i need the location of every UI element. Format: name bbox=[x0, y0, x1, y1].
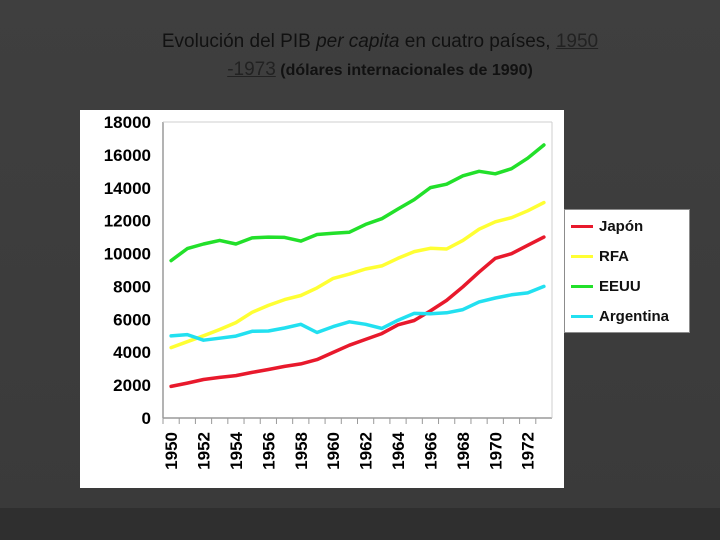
chart-axes bbox=[162, 121, 553, 424]
title-subtitle: (dólares internacionales de 1990) bbox=[275, 62, 533, 79]
x-tick-label: 1958 bbox=[292, 432, 311, 470]
y-tick-label: 12000 bbox=[104, 212, 151, 231]
chart-legend: Japón RFA EEUU Argentina bbox=[564, 209, 690, 333]
legend-swatch bbox=[571, 284, 593, 288]
x-tick-label: 1964 bbox=[389, 431, 408, 469]
x-tick-label: 1968 bbox=[454, 432, 473, 470]
x-tick-label: 1972 bbox=[519, 432, 538, 470]
y-tick-label: 4000 bbox=[113, 343, 151, 362]
x-tick-label: 1960 bbox=[324, 432, 343, 470]
y-tick-label: 8000 bbox=[113, 277, 151, 296]
chart-panel: 0 2000 4000 6000 8000 10000 12000 14000 16000 180… bbox=[80, 110, 564, 488]
legend-item: Japón bbox=[571, 214, 643, 238]
x-tick-label: 1956 bbox=[259, 432, 278, 470]
title-text-start: Evolución del PIB bbox=[161, 31, 317, 52]
legend-swatch bbox=[571, 314, 593, 318]
x-tick-label: 1950 bbox=[162, 432, 181, 470]
title-year-start[interactable]: 1950 bbox=[555, 31, 599, 52]
legend-label: RFA bbox=[599, 247, 629, 265]
y-tick-label: 16000 bbox=[104, 146, 151, 165]
x-tick-label: 1966 bbox=[421, 432, 440, 470]
y-tick-label: 2000 bbox=[113, 376, 151, 395]
series-line-rfa bbox=[169, 200, 546, 350]
title-line-2: -1973 (dólares internacionales de 1990) bbox=[70, 56, 690, 85]
legend-item: Argentina bbox=[571, 304, 669, 328]
y-tick-label: 18000 bbox=[104, 113, 151, 132]
title-text-middle: en cuatro países, bbox=[399, 31, 556, 52]
legend-item: EEUU bbox=[571, 274, 641, 298]
x-tick-label: 1970 bbox=[486, 432, 505, 470]
x-tick-label: 1952 bbox=[195, 432, 214, 470]
slide-title: Evolución del PIB per capita en cuatro p… bbox=[70, 28, 690, 85]
y-tick-label: 14000 bbox=[104, 179, 151, 198]
legend-label: Japón bbox=[599, 217, 644, 235]
y-tick-label: 0 bbox=[142, 409, 151, 428]
y-tick-label: 10000 bbox=[104, 245, 151, 264]
legend-swatch bbox=[571, 254, 593, 258]
title-line-1: Evolución del PIB per capita en cuatro p… bbox=[70, 28, 690, 56]
legend-item: RFA bbox=[571, 244, 629, 268]
slide-footer-band bbox=[0, 508, 720, 540]
title-year-end[interactable]: -1973 bbox=[227, 59, 276, 80]
x-tick-label: 1962 bbox=[357, 432, 376, 470]
chart-tick-labels: 0 2000 4000 6000 8000 10000 12000 14000 16000 180… bbox=[104, 113, 538, 470]
line-chart: 0 2000 4000 6000 8000 10000 12000 14000 16000 180… bbox=[104, 113, 553, 470]
series-line-eeuu bbox=[169, 143, 546, 263]
series-line-japón bbox=[169, 235, 546, 389]
legend-label: EEUU bbox=[599, 277, 641, 295]
legend-label: Argentina bbox=[599, 307, 670, 325]
series-line-argentina bbox=[169, 284, 546, 342]
y-tick-label: 6000 bbox=[113, 310, 151, 329]
title-italic: per capita bbox=[316, 31, 400, 52]
legend-swatch bbox=[571, 224, 593, 228]
chart-series bbox=[169, 143, 546, 389]
x-tick-label: 1954 bbox=[227, 431, 246, 469]
